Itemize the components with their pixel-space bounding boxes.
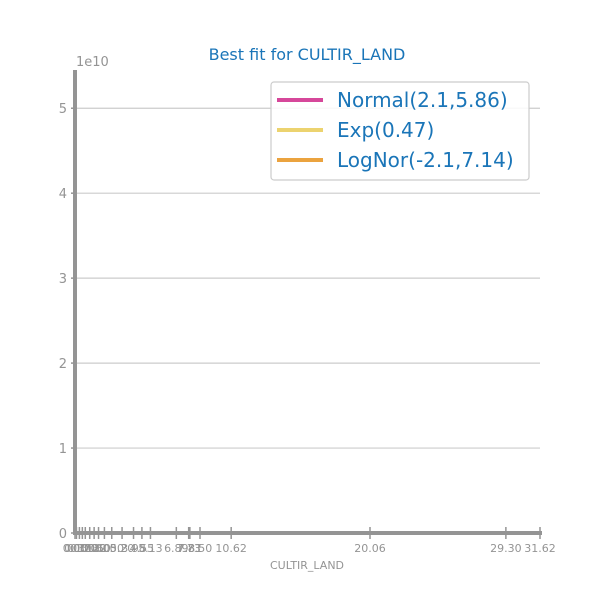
x-tick-label: 3.98 [121, 542, 146, 555]
y-tick-label: 0 [59, 527, 67, 542]
legend-item: Exp(0.47) [277, 118, 434, 142]
y-ticks: 0 1 2 3 4 5 [59, 102, 75, 542]
legend-item: LogNor(-2.1,7.14) [277, 148, 514, 172]
x-tick-label: 0.70 [73, 542, 98, 555]
y-tick-label: 2 [59, 357, 67, 372]
legend-label: LogNor(-2.1,7.14) [337, 148, 514, 172]
x-tick-label: 31.62 [524, 542, 556, 555]
legend-label: Normal(2.1,5.86) [337, 88, 508, 112]
legend: Normal(2.1,5.86) Exp(0.47) LogNor(-2.1,7.1… [270, 81, 530, 181]
x-axis-label: CULTIR_LAND [270, 559, 344, 572]
x-tick-label: 3.20 [110, 542, 135, 555]
x-tick-label: 6.89 [164, 542, 189, 555]
x-tick-label: 0.30 [67, 542, 92, 555]
y-tick-label: 4 [59, 187, 67, 202]
x-tick-label: 0.00 [63, 542, 88, 555]
y-tick-label: 1 [59, 442, 67, 457]
x-tick-label: 1.30 [82, 542, 107, 555]
x-tick-label: 1.00 [77, 542, 102, 555]
x-tick-label: 7.81 [178, 542, 203, 555]
legend-box [270, 81, 530, 181]
x-ticks: 0.000.100.300.500.701.001.301.602.002.50… [63, 542, 556, 555]
x-tick-label: 5.13 [138, 542, 163, 555]
x-tick-label: 1.60 [86, 542, 111, 555]
x-tick-label: 2.50 [100, 542, 125, 555]
legend-item: Normal(2.1,5.86) [277, 88, 508, 112]
x-tick-label: 8.50 [188, 542, 213, 555]
x-tick-label: 29.30 [490, 542, 522, 555]
x-tick-label: 20.06 [354, 542, 386, 555]
x-tick-label: 0.10 [64, 542, 89, 555]
y-tick-label: 5 [59, 102, 67, 117]
x-tick-label: 2.00 [92, 542, 117, 555]
x-tick-label: 7.73 [176, 542, 201, 555]
x-tick-label: 4.55 [130, 542, 155, 555]
x-tick-label: 10.62 [215, 542, 247, 555]
y-scale-label: 1e10 [76, 55, 109, 70]
axes [73, 70, 542, 539]
legend-label: Exp(0.47) [337, 118, 434, 142]
chart-title: Best fit for CULTIR_LAND [209, 45, 406, 65]
x-tick-label: 0.50 [70, 542, 95, 555]
y-tick-label: 3 [59, 272, 67, 287]
